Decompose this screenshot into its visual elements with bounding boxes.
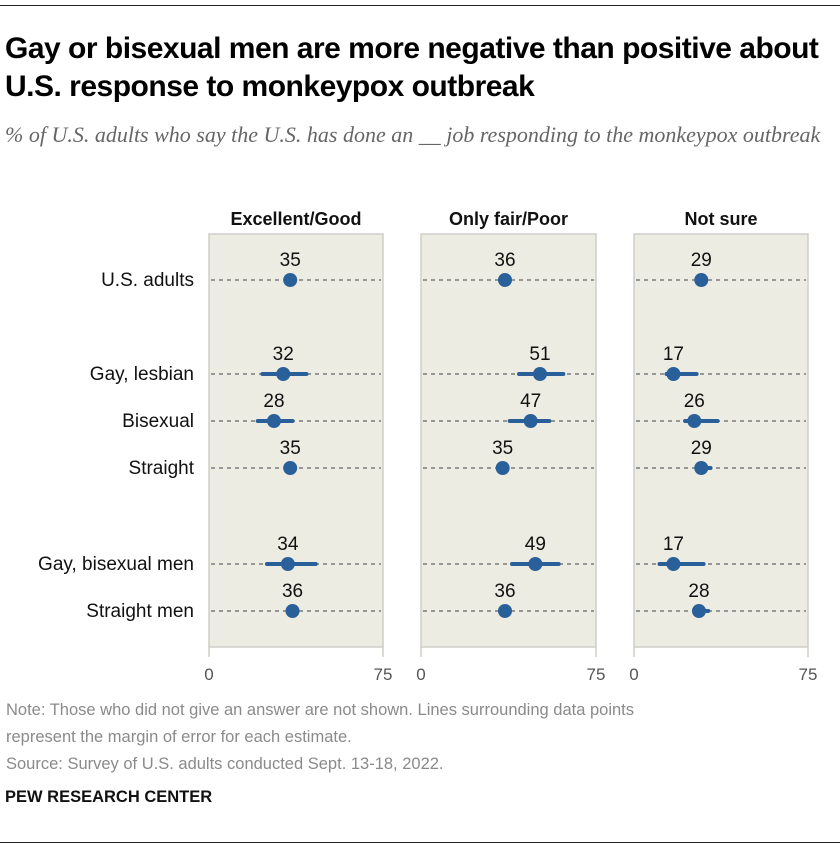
data-point — [533, 367, 547, 381]
data-label: 36 — [494, 581, 515, 602]
data-label: 36 — [494, 250, 515, 271]
data-label: 32 — [273, 344, 294, 365]
data-label: 29 — [691, 438, 712, 459]
data-point — [528, 557, 543, 571]
data-label: 34 — [277, 534, 299, 555]
data-label: 47 — [520, 391, 541, 412]
row-label: U.S. adults — [101, 270, 194, 291]
chart-title: Gay or bisexual men are more negative th… — [5, 32, 819, 103]
data-label: 35 — [280, 438, 301, 459]
data-label: 36 — [282, 581, 303, 602]
data-point — [276, 367, 291, 381]
chart-subtitle: % of U.S. adults who say the U.S. has do… — [5, 122, 821, 147]
data-label: 17 — [663, 534, 684, 555]
axis-tick-label: 0 — [416, 665, 425, 684]
data-point — [283, 273, 298, 287]
data-label: 17 — [663, 344, 684, 365]
row-label: Straight — [129, 458, 195, 479]
row-label: Gay, bisexual men — [38, 554, 194, 575]
source-line: Source: Survey of U.S. adults conducted … — [6, 755, 444, 773]
data-point — [280, 557, 295, 571]
data-point — [495, 461, 510, 475]
footnotes: Note: Those who did not give an answer a… — [6, 697, 826, 778]
data-label: 29 — [691, 250, 712, 271]
data-point — [666, 557, 681, 571]
data-point — [694, 461, 709, 475]
top-rule — [0, 5, 840, 6]
data-label: 28 — [263, 391, 284, 412]
bottom-rule — [0, 842, 840, 843]
axis-tick-label: 0 — [629, 665, 638, 684]
data-point — [666, 367, 681, 381]
brand-label: PEW RESEARCH CENTER — [5, 788, 213, 806]
data-point — [523, 414, 538, 428]
row-label: Gay, lesbian — [90, 364, 194, 385]
column-header: Excellent/Good — [230, 209, 361, 229]
note-line-2: represent the margin of error for each e… — [6, 728, 352, 746]
note-line-1: Note: Those who did not give an answer a… — [6, 701, 635, 719]
data-point — [691, 604, 706, 618]
data-label: 49 — [525, 534, 546, 555]
axis-tick-label: 75 — [799, 665, 818, 684]
row-label: Bisexual — [122, 411, 194, 432]
axis-tick-label: 75 — [587, 665, 606, 684]
data-label: 51 — [529, 344, 550, 365]
panel-background — [420, 233, 597, 648]
column-header: Not sure — [684, 209, 757, 229]
panel-background — [208, 233, 384, 648]
dot-plot-chart: U.S. adults Gay, lesbian Bisexual Straight G… — [38, 209, 818, 684]
row-label: Straight men — [86, 601, 194, 622]
data-label: 26 — [684, 391, 705, 412]
data-label: 28 — [688, 581, 709, 602]
data-point — [498, 273, 512, 287]
data-point — [283, 461, 298, 475]
axis-tick-label: 75 — [374, 665, 393, 684]
panel-background — [633, 233, 809, 648]
data-point — [498, 604, 512, 618]
axis-tick-label: 0 — [204, 665, 213, 684]
data-point — [687, 414, 702, 428]
column-header: Only fair/Poor — [449, 209, 568, 229]
data-point — [694, 273, 709, 287]
data-label: 35 — [492, 438, 513, 459]
data-point — [266, 414, 281, 428]
data-point — [285, 604, 300, 618]
data-label: 35 — [280, 250, 301, 271]
